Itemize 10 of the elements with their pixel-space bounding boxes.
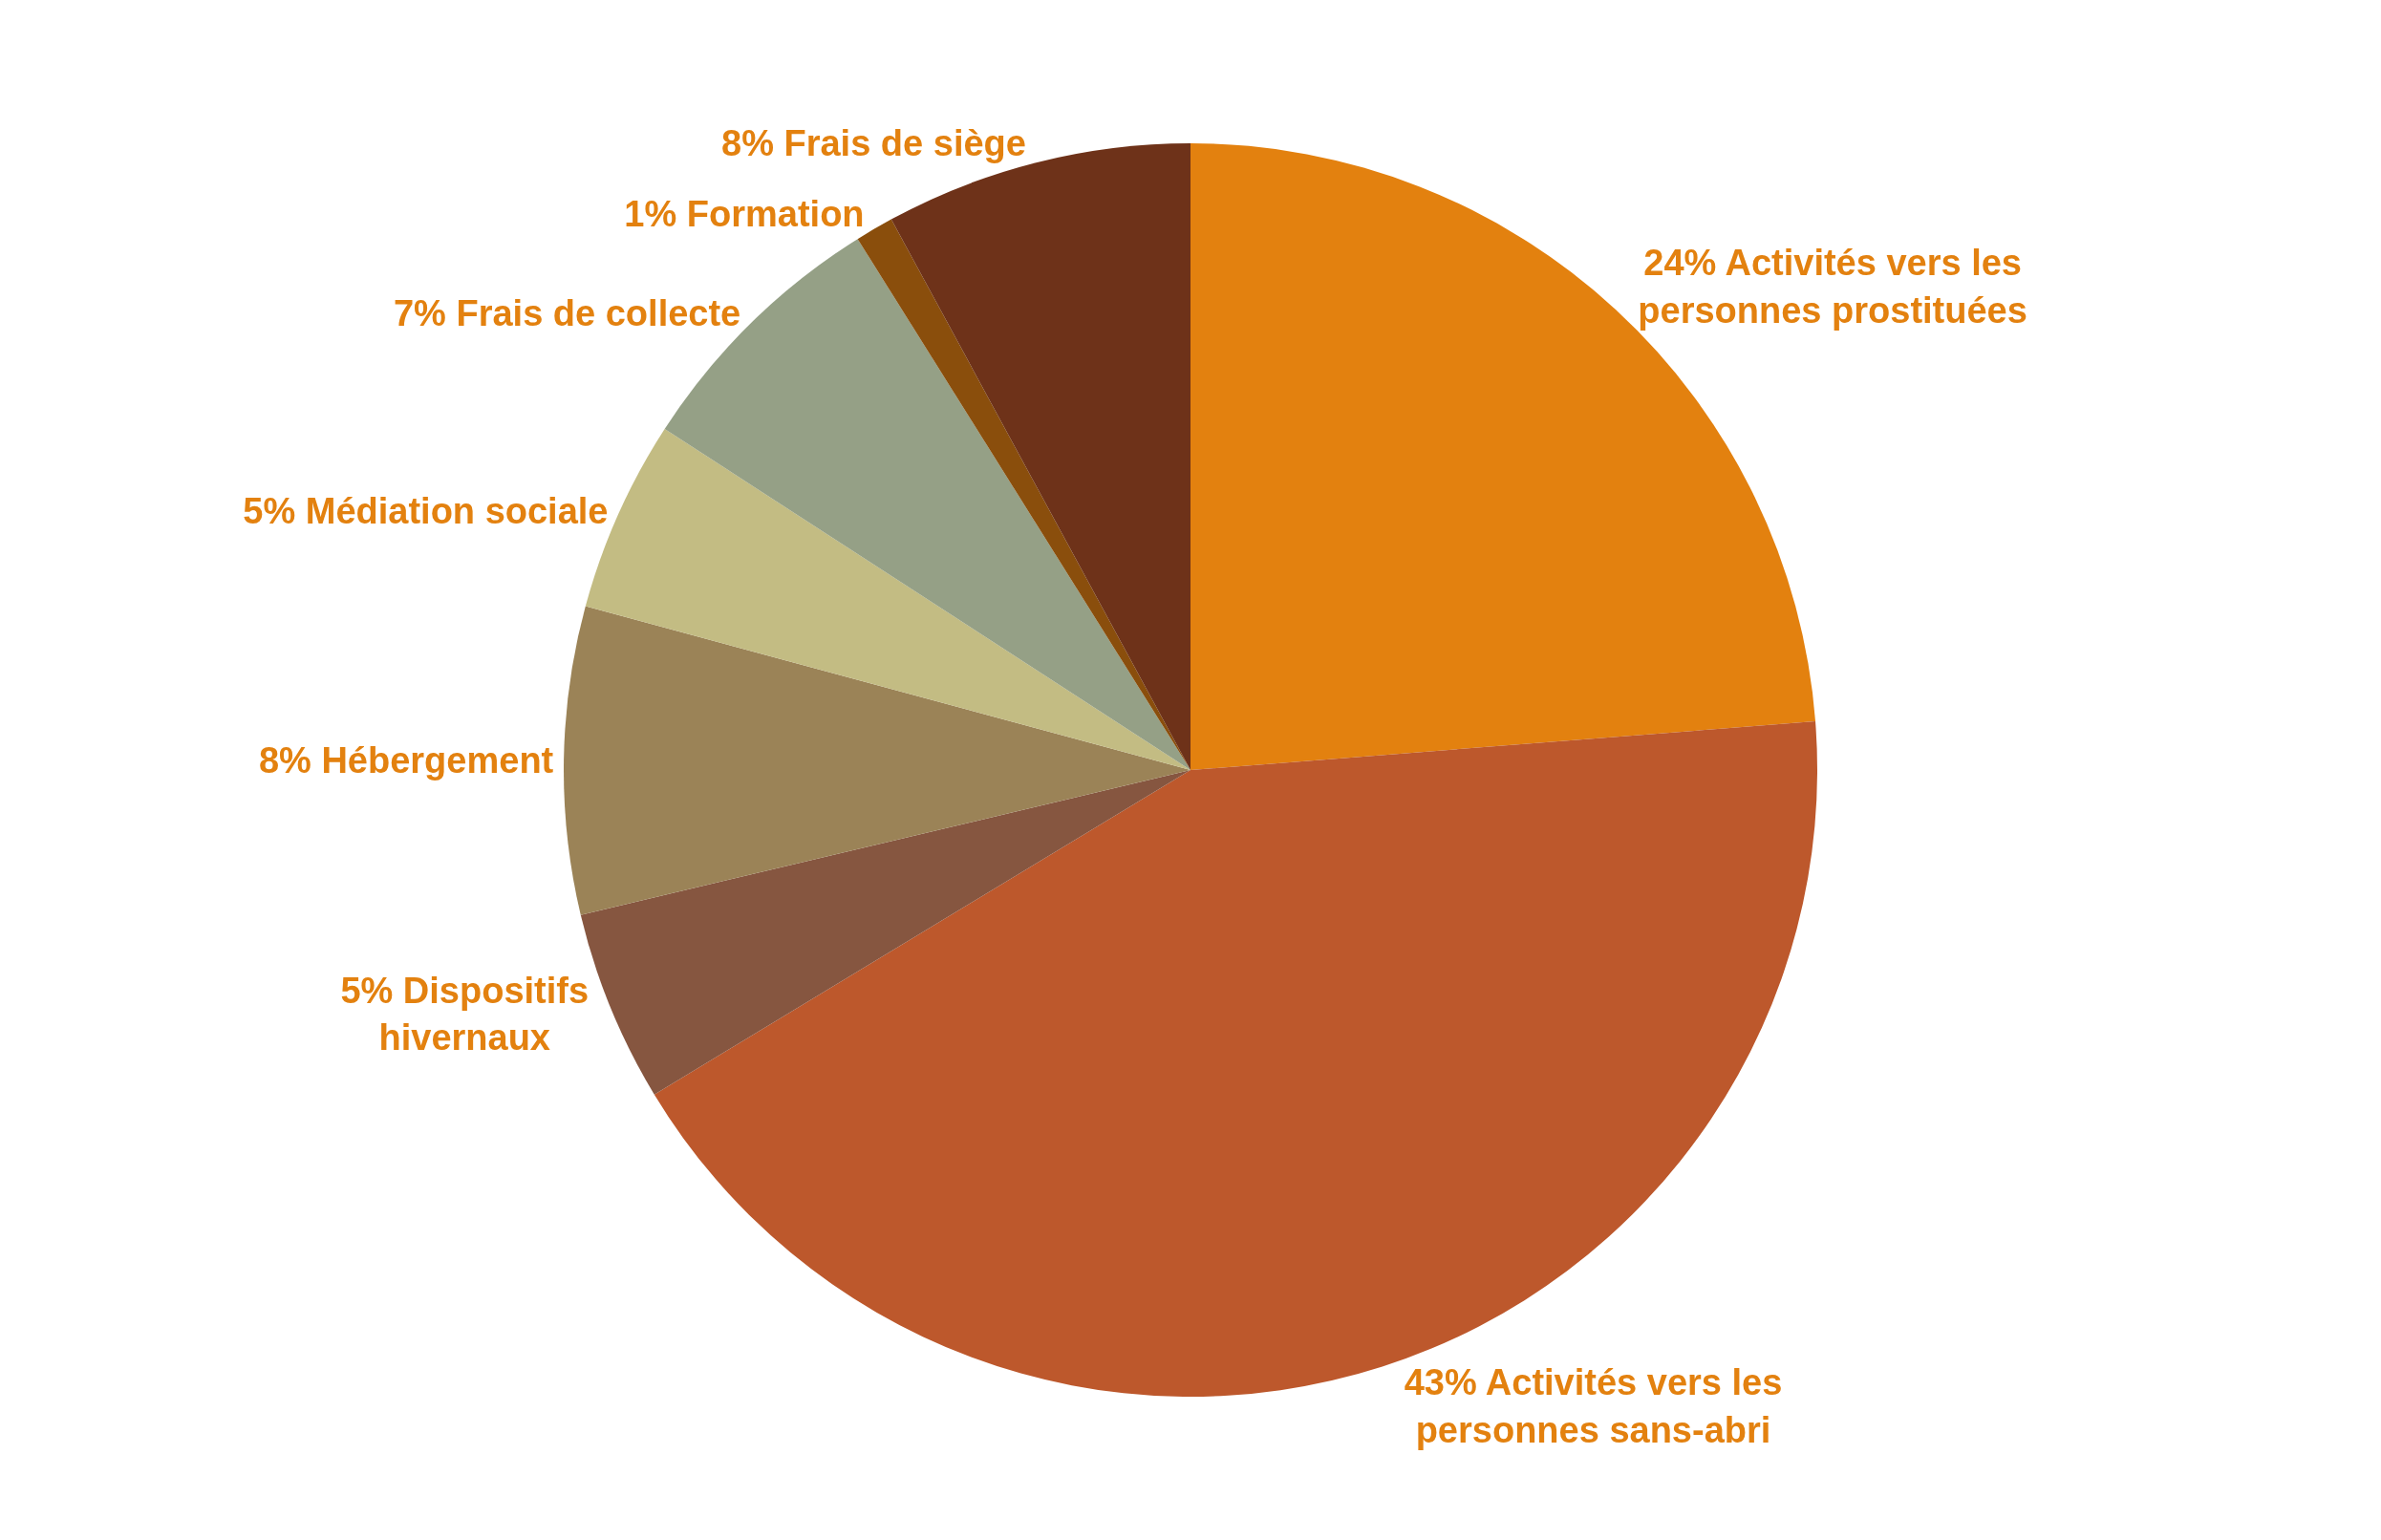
- slice-label: 8% Hébergement: [258, 739, 554, 781]
- pie-slice: [564, 606, 1190, 915]
- slice-label: 8% Frais de siège: [721, 123, 1026, 164]
- slice-label: 7% Frais de collecte: [393, 292, 741, 333]
- slice-label: 5% Médiation sociale: [243, 491, 609, 532]
- slice-label: 24% Activités vers les personnes prostituées: [1638, 243, 2027, 331]
- slice-label: 1% Formation: [624, 193, 865, 234]
- pie-slice: [654, 721, 1817, 1397]
- slice-label: 43% Activités vers les personnes sans-abri: [1404, 1362, 1783, 1450]
- slice-label: 5% Dispositifs hivernaux: [340, 970, 590, 1058]
